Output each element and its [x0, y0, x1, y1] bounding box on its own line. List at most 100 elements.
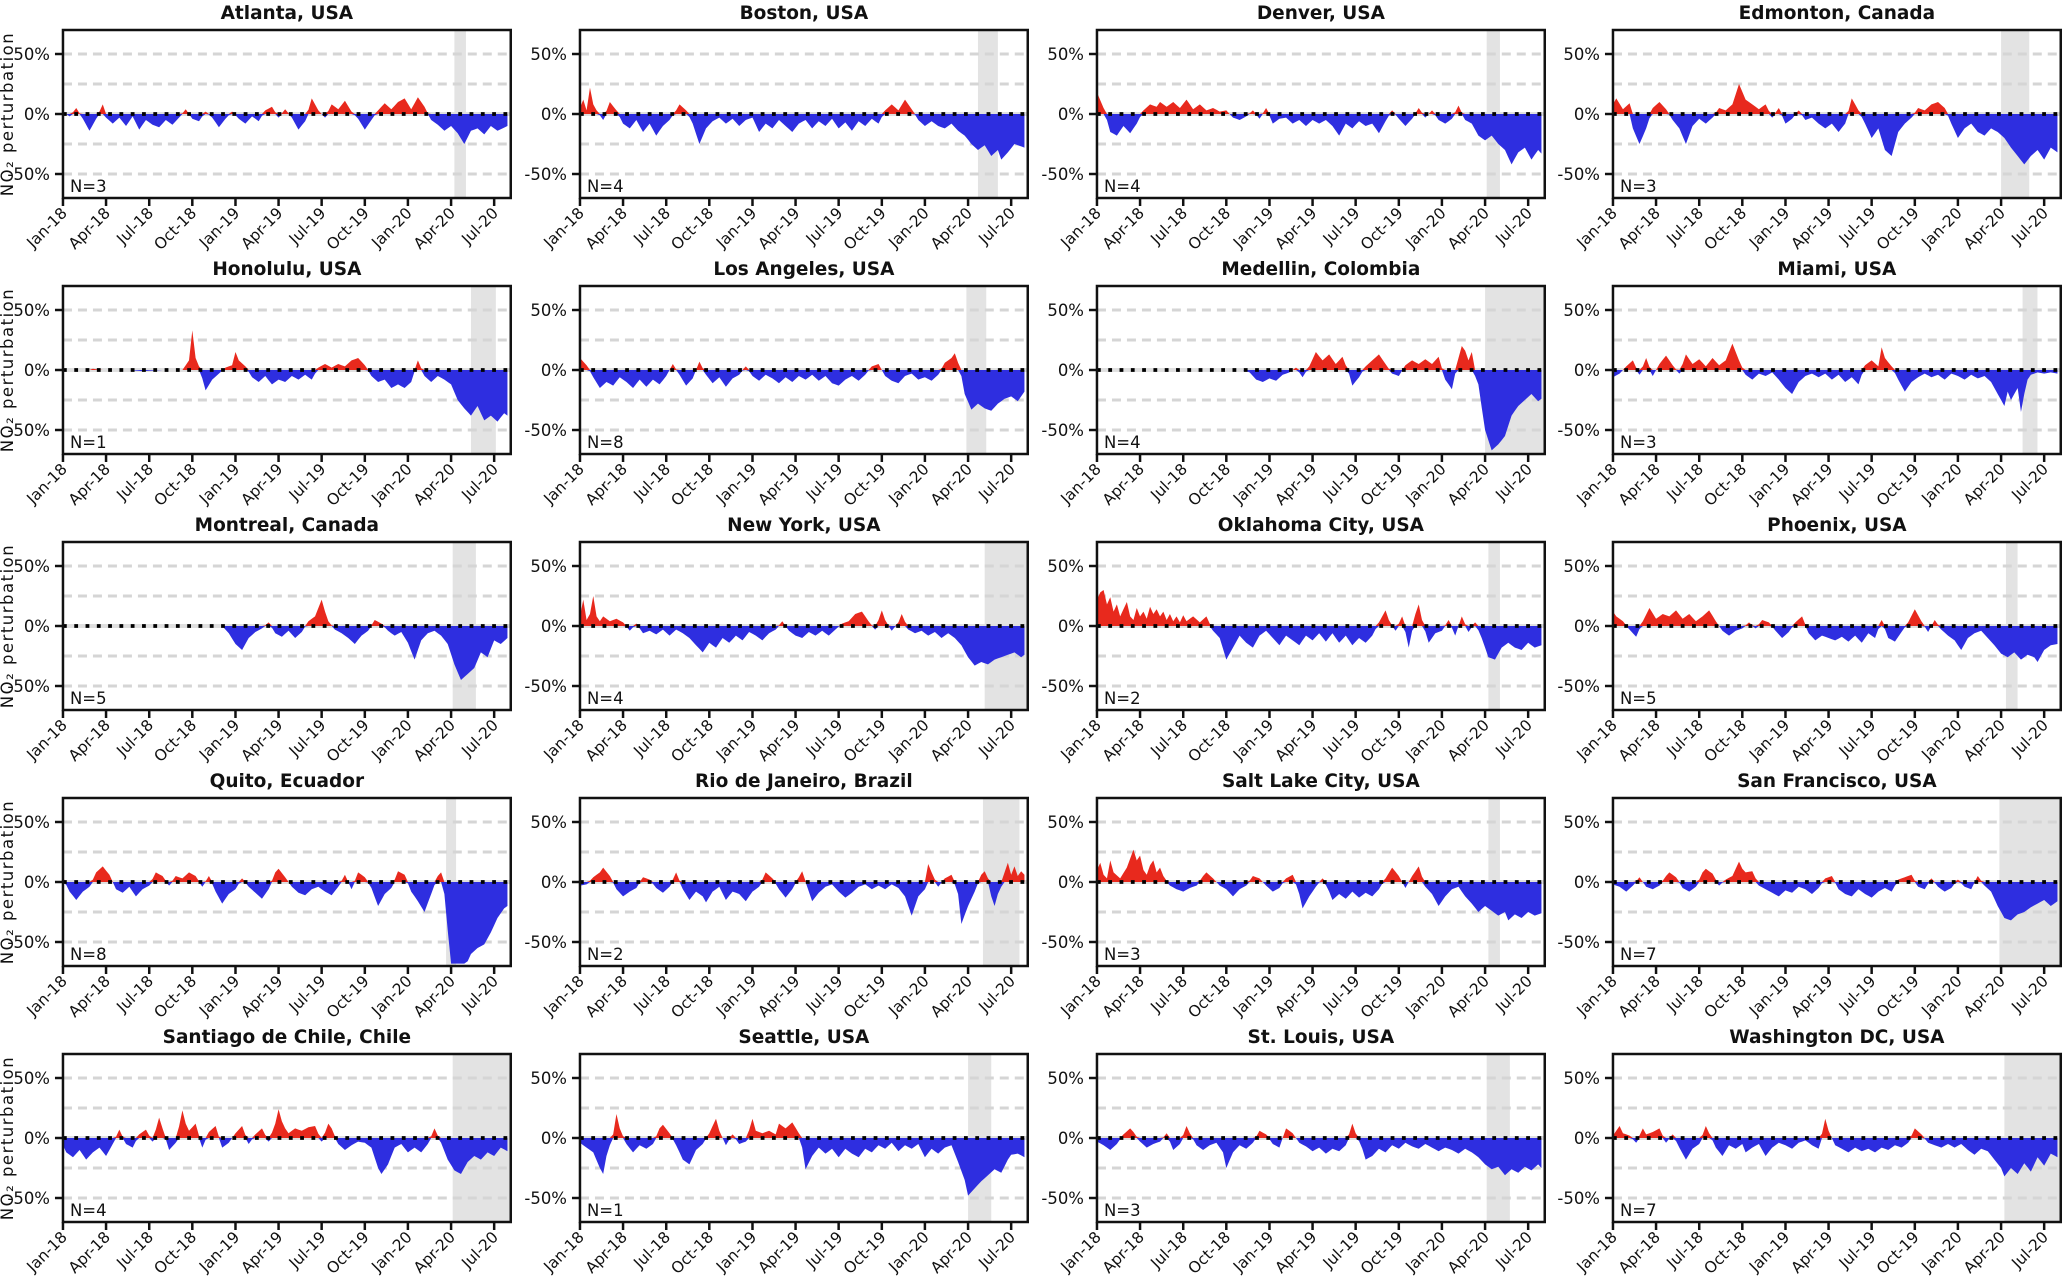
panel-title: Quito, Ecuador [210, 771, 365, 792]
x-tick-label: Jul-20 [2008, 204, 2053, 249]
x-tick-label: Jan-18 [23, 460, 71, 508]
x-tick-label: Apr-18 [65, 716, 114, 765]
x-tick-label: Jan-18 [539, 972, 587, 1020]
y-tick-label: 0% [24, 105, 50, 124]
panel-boston-usa: Jan-18 Apr-18 Jul-18 Oct-18 Jan-19 Apr-19 Jul-… [517, 0, 1034, 256]
x-tick-label: Apr-18 [1099, 204, 1148, 253]
x-tick-label: Jul-20 [457, 204, 502, 249]
panel-title: Phoenix, USA [1767, 515, 1907, 536]
x-tick-label: Oct-19 [323, 716, 373, 766]
y-tick-label: -50% [1041, 677, 1084, 696]
x-tick-label: Apr-19 [754, 204, 803, 253]
x-tick-label: Jan-20 [884, 716, 932, 764]
panel-montreal-canada: Jan-18 Apr-18 Jul-18 Oct-18 Jan-19 Apr-19 Jul-… [0, 512, 517, 768]
y-tick-label: 50% [1564, 1069, 1601, 1088]
negative-area [1613, 1138, 2058, 1177]
x-tick-label: Apr-19 [754, 460, 803, 509]
y-tick-label: 50% [13, 813, 50, 832]
positive-area [1613, 861, 2058, 882]
station-count-label: N=3 [1103, 945, 1140, 964]
y-axis-label: NO₂ perturbation [0, 544, 17, 708]
x-tick-label: Jan-20 [368, 716, 416, 764]
x-tick-label: Oct-18 [1184, 972, 1234, 1022]
x-tick-label: Oct-18 [151, 204, 201, 254]
x-tick-label: Apr-18 [1099, 1228, 1148, 1277]
x-tick-label: Jul-20 [1491, 972, 1536, 1017]
y-tick-label: 50% [1564, 813, 1601, 832]
x-tick-label: Oct-19 [1357, 1228, 1407, 1278]
x-tick-label: Jan-20 [1401, 716, 1449, 764]
x-tick-label: Jul-20 [1491, 204, 1536, 249]
x-tick-label: Apr-18 [1615, 972, 1664, 1021]
x-tick-label: Apr-19 [1271, 460, 1320, 509]
y-axis-label: NO₂ perturbation [0, 32, 17, 196]
x-tick-label: Oct-18 [1184, 1228, 1234, 1278]
x-tick-label: Oct-19 [1873, 460, 1923, 510]
x-tick-label: Jul-20 [2008, 972, 2053, 1017]
x-tick-label: Apr-20 [1444, 716, 1493, 765]
negative-area [62, 882, 508, 964]
x-tick-label: Jan-18 [539, 1228, 587, 1276]
x-tick-label: Jan-19 [195, 972, 243, 1020]
panel-title: Los Angeles, USA [713, 259, 895, 280]
x-tick-label: Apr-20 [927, 460, 976, 509]
negative-area [62, 626, 508, 680]
x-tick-label: Apr-19 [1271, 1228, 1320, 1277]
panel-title: Seattle, USA [738, 1027, 870, 1048]
x-tick-label: Apr-19 [754, 1228, 803, 1277]
station-count-label: N=4 [587, 177, 624, 196]
y-tick-label: 0% [1057, 873, 1083, 892]
positive-area [579, 87, 1025, 114]
x-tick-label: Oct-18 [151, 716, 201, 766]
y-tick-label: -50% [1041, 421, 1084, 440]
x-tick-label: Jan-19 [712, 460, 760, 508]
y-tick-label: -50% [1041, 1189, 1084, 1208]
panel-title: Rio de Janeiro, Brazil [695, 771, 913, 792]
negative-area [1096, 1138, 1541, 1176]
positive-area [1613, 608, 2058, 626]
x-tick-label: Apr-19 [1788, 1228, 1837, 1277]
x-tick-label: Jan-20 [1401, 1228, 1449, 1276]
panel-santiago-de-chile-chile: Jan-18 Apr-18 Jul-18 Oct-18 Jan-19 Apr-19 Jul-… [0, 1024, 517, 1280]
y-tick-label: 0% [1574, 105, 1600, 124]
x-tick-label: Oct-19 [840, 972, 890, 1022]
x-tick-label: Apr-19 [1271, 716, 1320, 765]
x-tick-label: Jan-20 [884, 460, 932, 508]
panel-title: Santiago de Chile, Chile [163, 1027, 411, 1048]
x-tick-label: Apr-19 [238, 716, 287, 765]
x-tick-label: Oct-19 [1873, 1228, 1923, 1278]
y-tick-label: 0% [24, 617, 50, 636]
x-tick-label: Jan-18 [1056, 716, 1104, 764]
positive-area [1613, 1118, 2058, 1138]
y-axis-label: NO₂ perturbation [0, 288, 17, 452]
x-tick-label: Apr-20 [1444, 1228, 1493, 1277]
station-count-label: N=2 [1103, 689, 1140, 708]
x-tick-label: Oct-18 [667, 460, 717, 510]
x-tick-label: Jan-19 [1745, 716, 1793, 764]
x-tick-label: Apr-18 [582, 1228, 631, 1277]
x-tick-label: Apr-19 [238, 972, 287, 1021]
y-tick-label: -50% [524, 165, 567, 184]
panel-miami-usa: Jan-18 Apr-18 Jul-18 Oct-18 Jan-19 Apr-19 Jul-… [1550, 256, 2067, 512]
x-tick-label: Apr-18 [582, 716, 631, 765]
x-tick-label: Apr-19 [238, 204, 287, 253]
x-tick-label: Jan-20 [1918, 460, 1966, 508]
positive-area [579, 1114, 1025, 1138]
y-tick-label: 0% [541, 617, 567, 636]
negative-area [62, 114, 508, 144]
panel-title: Boston, USA [739, 3, 868, 24]
x-tick-label: Jan-19 [195, 460, 243, 508]
x-tick-label: Apr-19 [238, 460, 287, 509]
y-tick-label: 50% [1047, 45, 1084, 64]
x-tick-label: Apr-19 [1271, 972, 1320, 1021]
panel-seattle-usa: Jan-18 Apr-18 Jul-18 Oct-18 Jan-19 Apr-19 Jul-… [517, 1024, 1034, 1280]
x-tick-label: Apr-18 [1615, 460, 1664, 509]
x-tick-label: Jan-19 [1229, 460, 1277, 508]
x-tick-label: Apr-20 [1960, 1228, 2009, 1277]
